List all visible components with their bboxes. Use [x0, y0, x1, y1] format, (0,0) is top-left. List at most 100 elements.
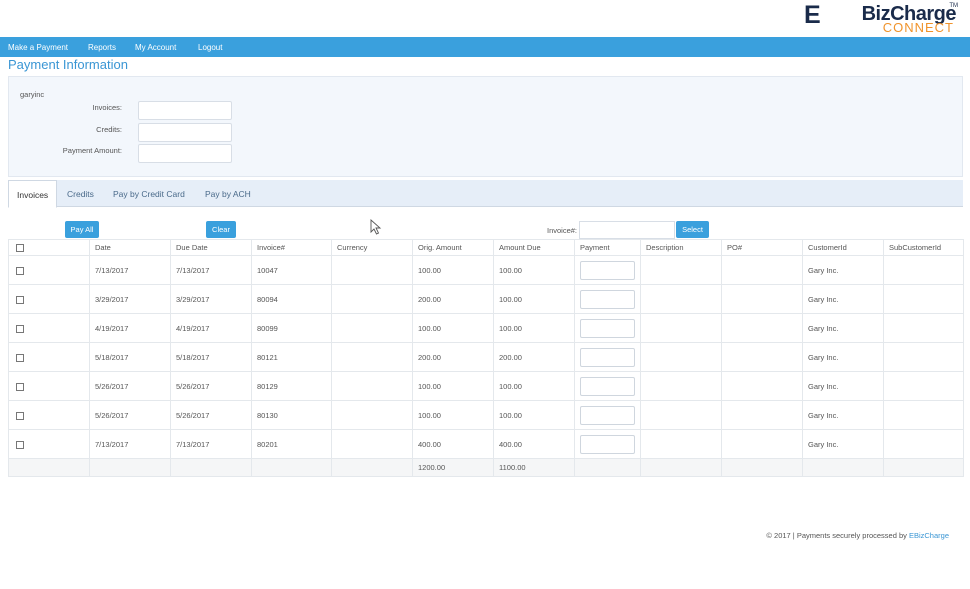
- row-checkbox[interactable]: [16, 266, 24, 275]
- cell-subcustomer-id: [883, 342, 964, 372]
- select-all-checkbox[interactable]: [16, 244, 24, 252]
- table-row[interactable]: 7/13/2017 7/13/2017 10047 100.00 100.00 Gary …: [8, 255, 964, 285]
- payment-amount-field[interactable]: [138, 144, 232, 163]
- header-subcustomer-id[interactable]: SubCustomerId: [883, 239, 964, 256]
- cell-invoice-number: 80129: [251, 371, 332, 401]
- cell-customer-id: Gary Inc.: [802, 342, 884, 372]
- cell-currency: [331, 429, 413, 459]
- credits-total-field[interactable]: [138, 123, 232, 142]
- cell-currency: [331, 371, 413, 401]
- cell-invoice-number: 80099: [251, 313, 332, 343]
- total-amount-due: 1100.00: [493, 458, 575, 477]
- cell-invoice-number: 80201: [251, 429, 332, 459]
- invoices-total-field[interactable]: [138, 101, 232, 120]
- cell-description: [640, 313, 722, 343]
- row-checkbox[interactable]: [16, 353, 24, 362]
- row-checkbox[interactable]: [16, 411, 24, 420]
- cell-date: 4/19/2017: [89, 313, 171, 343]
- payment-amount-input[interactable]: [580, 347, 635, 367]
- tab-pay-by-credit-card[interactable]: Pay by Credit Card: [113, 189, 185, 199]
- row-checkbox[interactable]: [16, 382, 24, 391]
- logo-brand: BizCharge: [861, 3, 957, 25]
- pay-all-button[interactable]: Pay All: [65, 221, 99, 238]
- cell-due-date: 7/13/2017: [170, 429, 252, 459]
- payment-summary-panel: garyinc Invoices: Credits: Payment Amoun…: [8, 76, 963, 177]
- select-button[interactable]: Select: [676, 221, 709, 238]
- cell-orig-amount: 100.00: [412, 255, 494, 285]
- header-date[interactable]: Date: [89, 239, 171, 256]
- table-row[interactable]: 5/26/2017 5/26/2017 80129 100.00 100.00 Gary …: [8, 371, 964, 401]
- cell-po-number: [721, 284, 803, 314]
- header-due-date[interactable]: Due Date: [170, 239, 252, 256]
- tab-pay-by-ach[interactable]: Pay by ACH: [205, 189, 251, 199]
- header-po-number[interactable]: PO#: [721, 239, 803, 256]
- cell-amount-due: 100.00: [493, 400, 575, 430]
- cell-description: [640, 255, 722, 285]
- cell-amount-due: 200.00: [493, 342, 575, 372]
- invoice-number-input[interactable]: [579, 221, 675, 239]
- logo-connect: CONNECT: [882, 20, 954, 35]
- mouse-cursor-icon: [370, 219, 382, 235]
- row-checkbox[interactable]: [16, 295, 24, 304]
- payment-amount-input[interactable]: [580, 376, 635, 396]
- cell-currency: [331, 342, 413, 372]
- tab-credits[interactable]: Credits: [67, 189, 94, 199]
- cell-date: 5/26/2017: [89, 400, 171, 430]
- cell-currency: [331, 255, 413, 285]
- payment-amount-input[interactable]: [580, 405, 635, 425]
- cell-invoice-number: 10047: [251, 255, 332, 285]
- header-currency[interactable]: Currency: [331, 239, 413, 256]
- cell-date: 5/26/2017: [89, 371, 171, 401]
- cell-subcustomer-id: [883, 429, 964, 459]
- nav-logout[interactable]: Logout: [198, 43, 223, 52]
- header-amount-due[interactable]: Amount Due: [493, 239, 575, 256]
- payment-amount-input[interactable]: [580, 289, 635, 309]
- cell-amount-due: 100.00: [493, 255, 575, 285]
- payment-amount-input[interactable]: [580, 260, 635, 280]
- payment-amount-input[interactable]: [580, 318, 635, 338]
- nav-my-account[interactable]: My Account: [135, 43, 177, 52]
- cell-amount-due: 100.00: [493, 371, 575, 401]
- cell-orig-amount: 100.00: [412, 371, 494, 401]
- nav-make-payment[interactable]: Make a Payment: [8, 43, 69, 52]
- header-customer-id[interactable]: CustomerId: [802, 239, 884, 256]
- table-row[interactable]: 4/19/2017 4/19/2017 80099 100.00 100.00 Gary …: [8, 313, 964, 343]
- cell-currency: [331, 400, 413, 430]
- cell-po-number: [721, 342, 803, 372]
- cell-description: [640, 400, 722, 430]
- table-row[interactable]: 3/29/2017 3/29/2017 80094 200.00 100.00 Gary …: [8, 284, 964, 314]
- cell-customer-id: Gary Inc.: [802, 429, 884, 459]
- select-all-header: [8, 239, 90, 256]
- header-invoice-number[interactable]: Invoice#: [251, 239, 332, 256]
- cell-currency: [331, 284, 413, 314]
- clear-button[interactable]: Clear: [206, 221, 236, 238]
- cell-po-number: [721, 313, 803, 343]
- nav-reports[interactable]: Reports: [88, 43, 117, 52]
- row-checkbox[interactable]: [16, 440, 24, 449]
- header-orig-amount[interactable]: Orig. Amount: [412, 239, 494, 256]
- cell-due-date: 5/18/2017: [170, 342, 252, 372]
- header-payment[interactable]: Payment: [574, 239, 641, 256]
- cell-customer-id: Gary Inc.: [802, 313, 884, 343]
- footer-ebizcharge-link[interactable]: EBizCharge: [908, 531, 949, 540]
- cell-currency: [331, 313, 413, 343]
- logo-e-mark: E: [804, 1, 821, 29]
- cell-subcustomer-id: [883, 400, 964, 430]
- cell-subcustomer-id: [883, 313, 964, 343]
- cell-due-date: 3/29/2017: [170, 284, 252, 314]
- tab-invoices[interactable]: Invoices: [8, 180, 58, 208]
- invoices-table: Date Due Date Invoice# Currency Orig. Am…: [8, 239, 964, 477]
- cell-subcustomer-id: [883, 371, 964, 401]
- row-checkbox[interactable]: [16, 324, 24, 333]
- table-row[interactable]: 7/13/2017 7/13/2017 80201 400.00 400.00 Gary …: [8, 429, 964, 459]
- top-nav-bar: Make a Payment Reports My Account Logout: [0, 37, 970, 57]
- page-title: Payment Information: [8, 57, 128, 72]
- cell-description: [640, 371, 722, 401]
- cell-orig-amount: 200.00: [412, 342, 494, 372]
- cell-customer-id: Gary Inc.: [802, 400, 884, 430]
- table-row[interactable]: 5/18/2017 5/18/2017 80121 200.00 200.00 Gary …: [8, 342, 964, 372]
- table-header-row: Date Due Date Invoice# Currency Orig. Am…: [8, 239, 964, 256]
- payment-amount-input[interactable]: [580, 434, 635, 454]
- header-description[interactable]: Description: [640, 239, 722, 256]
- table-row[interactable]: 5/26/2017 5/26/2017 80130 100.00 100.00 Gary …: [8, 400, 964, 430]
